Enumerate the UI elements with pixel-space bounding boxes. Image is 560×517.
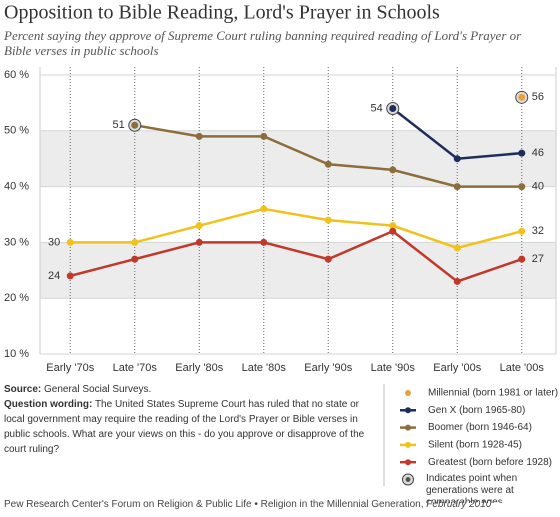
- point: [66, 238, 74, 246]
- legend-dot: [405, 441, 411, 448]
- point: [389, 227, 397, 235]
- question: Question wording: The United States Supr…: [4, 397, 374, 457]
- source: Source: General Social Surveys.: [4, 382, 374, 397]
- legend-label: Silent (born 1928-45): [428, 440, 522, 451]
- y-tick-label: 20 %: [4, 292, 29, 304]
- x-tick-label: Early '70s: [46, 362, 94, 374]
- question-label: Question wording:: [4, 399, 93, 410]
- legend-dot: [405, 390, 411, 396]
- point: [389, 222, 397, 230]
- point: [324, 216, 332, 224]
- data-label: 54: [371, 102, 383, 114]
- x-tick-label: Late '70s: [113, 362, 158, 374]
- data-label: 56: [532, 91, 544, 103]
- point: [66, 272, 74, 280]
- legend-note: Indicates point when generations were at…: [426, 472, 518, 503]
- x-tick-label: Early '00s: [433, 362, 481, 374]
- legend-dot: [405, 424, 411, 431]
- point: [260, 132, 268, 140]
- legend-dot: [405, 407, 411, 414]
- point: [389, 166, 397, 174]
- source-note: Source: General Social Surveys. Question…: [4, 382, 374, 457]
- point: [195, 132, 203, 140]
- point: [453, 155, 461, 163]
- x-tick-label: Early '90s: [304, 362, 352, 374]
- legend-label: Millennial (born 1981 or later): [428, 388, 558, 399]
- point: [195, 222, 203, 230]
- y-tick-label: 60 %: [4, 69, 29, 81]
- data-label: 40: [532, 181, 544, 193]
- footer-date: February 2010: [426, 499, 492, 510]
- legend-note-box: Indicates point when generations were at…: [426, 472, 518, 503]
- point: [260, 205, 268, 213]
- x-tick-label: Late '90s: [371, 362, 416, 374]
- grid-band: [40, 130, 556, 187]
- data-label: 30: [48, 236, 60, 248]
- point: [389, 104, 397, 112]
- x-tick-label: Late '00s: [500, 362, 545, 374]
- point: [518, 227, 526, 235]
- point: [131, 238, 139, 246]
- x-tick-label: Early '80s: [175, 362, 223, 374]
- question-text: The United States Supreme Court has rule…: [4, 399, 365, 455]
- legend-dot: [405, 459, 411, 466]
- data-label: 46: [532, 147, 544, 159]
- point: [518, 93, 526, 101]
- data-label: 24: [48, 270, 60, 282]
- point: [195, 238, 203, 246]
- footer-text: Pew Research Center's Forum on Religion …: [4, 499, 424, 510]
- series-line: [69, 229, 523, 283]
- data-label: 51: [113, 119, 125, 131]
- point: [324, 160, 332, 168]
- y-tick-label: 30 %: [4, 236, 29, 248]
- x-tick-label: Late '80s: [242, 362, 287, 374]
- chart-subtitle: Percent saying they approve of Supreme C…: [4, 28, 522, 58]
- legend-label: Boomer (born 1946-64): [428, 422, 532, 433]
- y-tick-label: 50 %: [4, 125, 29, 137]
- footer: Pew Research Center's Forum on Religion …: [4, 497, 560, 512]
- point: [453, 183, 461, 191]
- data-label: 27: [532, 253, 544, 265]
- series-line: [70, 207, 523, 250]
- point: [518, 149, 526, 157]
- source-label: Source:: [4, 384, 42, 395]
- y-tick-label: 40 %: [4, 181, 29, 193]
- point: [453, 244, 461, 252]
- legend-marker-dot: [405, 477, 411, 482]
- source-text: General Social Surveys.: [44, 384, 152, 395]
- point: [324, 255, 332, 263]
- y-tick-label: 10 %: [4, 348, 29, 360]
- point: [518, 183, 526, 191]
- point: [131, 121, 139, 129]
- legend-label: Gen X (born 1965-80): [428, 405, 525, 416]
- data-label: 32: [532, 225, 544, 237]
- chart-title: Opposition to Bible Reading, Lord's Pray…: [4, 2, 440, 24]
- point: [260, 238, 268, 246]
- point: [131, 255, 139, 263]
- legend-label: Greatest (born before 1928): [428, 457, 552, 468]
- point: [518, 255, 526, 263]
- point: [453, 277, 461, 285]
